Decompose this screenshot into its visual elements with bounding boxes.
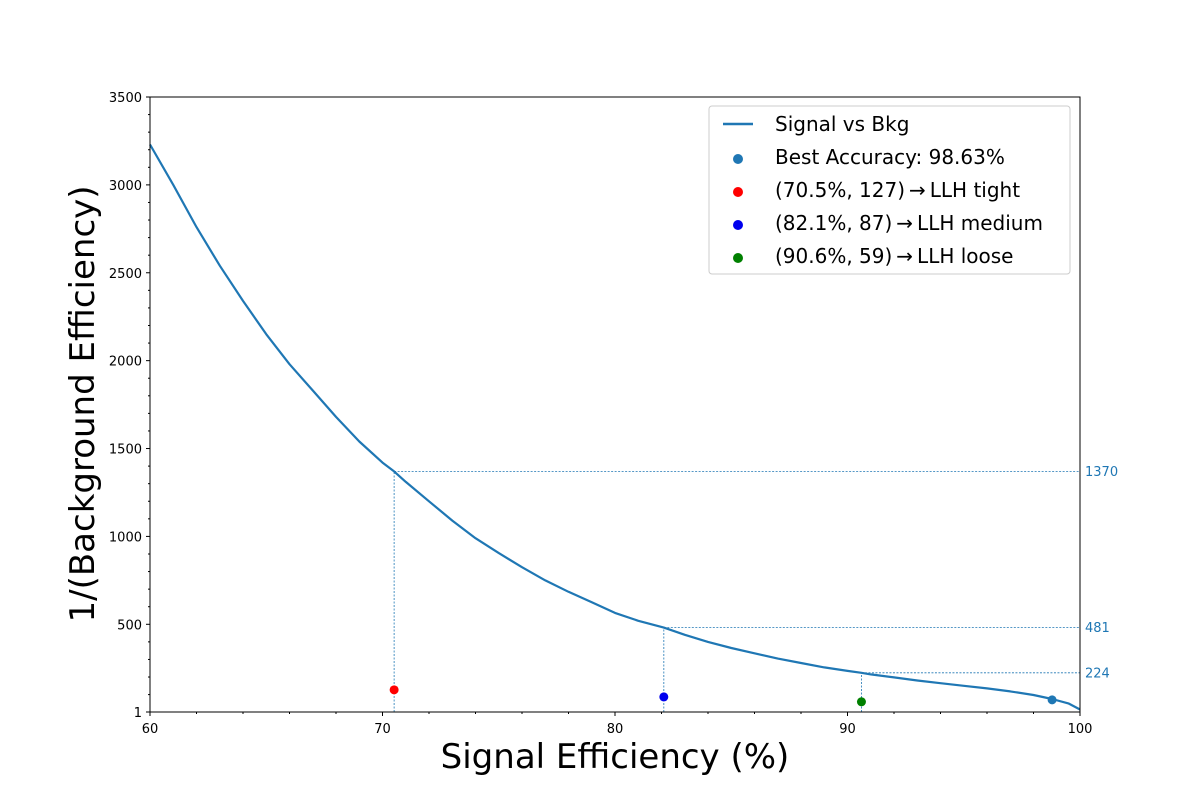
legend-dot-swatch — [733, 253, 743, 263]
series-line-signal-vs-bkg — [149, 143, 1081, 711]
y-tick-label: 1 — [134, 706, 142, 721]
legend-label: (90.6%, 59) → LLH loose — [775, 244, 1014, 268]
legend-label: Signal vs Bkg — [775, 112, 909, 136]
data-point — [389, 685, 399, 695]
data-point — [659, 692, 669, 702]
reference-value-label: 224 — [1085, 666, 1110, 681]
x-tick-label: 70 — [374, 722, 391, 737]
legend-dot-swatch — [733, 154, 743, 164]
legend-box — [708, 105, 1071, 275]
reference-lines: 1370 481 224 — [393, 465, 1118, 712]
legend: Signal vs Bkg Best Accuracy: 98.63% (70.5%… — [708, 105, 1071, 275]
legend-label: (70.5%, 127) → LLH tight — [775, 178, 1020, 202]
y-axis-title: 1/(Background Efficiency) — [63, 185, 103, 622]
points-layer — [389, 685, 1057, 707]
legend-dot-swatch — [733, 187, 743, 197]
x-tick-label: 60 — [142, 722, 159, 737]
y-tick-label: 3500 — [109, 91, 142, 106]
x-tick-label: 100 — [1068, 722, 1093, 737]
y-tick-label: 1500 — [109, 443, 142, 458]
y-tick-label: 2000 — [109, 355, 142, 370]
x-tick-label: 90 — [839, 722, 856, 737]
x-axis-title: Signal Efficiency (%) — [441, 737, 790, 777]
data-point — [1047, 695, 1057, 705]
y-tick-label: 3000 — [109, 179, 142, 194]
legend-label: (82.1%, 87) → LLH medium — [775, 211, 1043, 235]
legend-label: Best Accuracy: 98.63% — [775, 145, 1005, 169]
y-tick-label: 500 — [117, 618, 142, 633]
x-axis-ticks: 60 70 80 90 100 — [142, 712, 1093, 737]
y-tick-label: 1000 — [109, 530, 142, 545]
reference-value-label: 481 — [1085, 621, 1110, 636]
reference-value-label: 1370 — [1085, 465, 1118, 480]
data-point — [856, 697, 866, 707]
x-tick-label: 80 — [607, 722, 624, 737]
legend-dot-swatch — [733, 220, 743, 230]
y-tick-label: 2500 — [109, 267, 142, 282]
series-layer — [149, 143, 1081, 711]
